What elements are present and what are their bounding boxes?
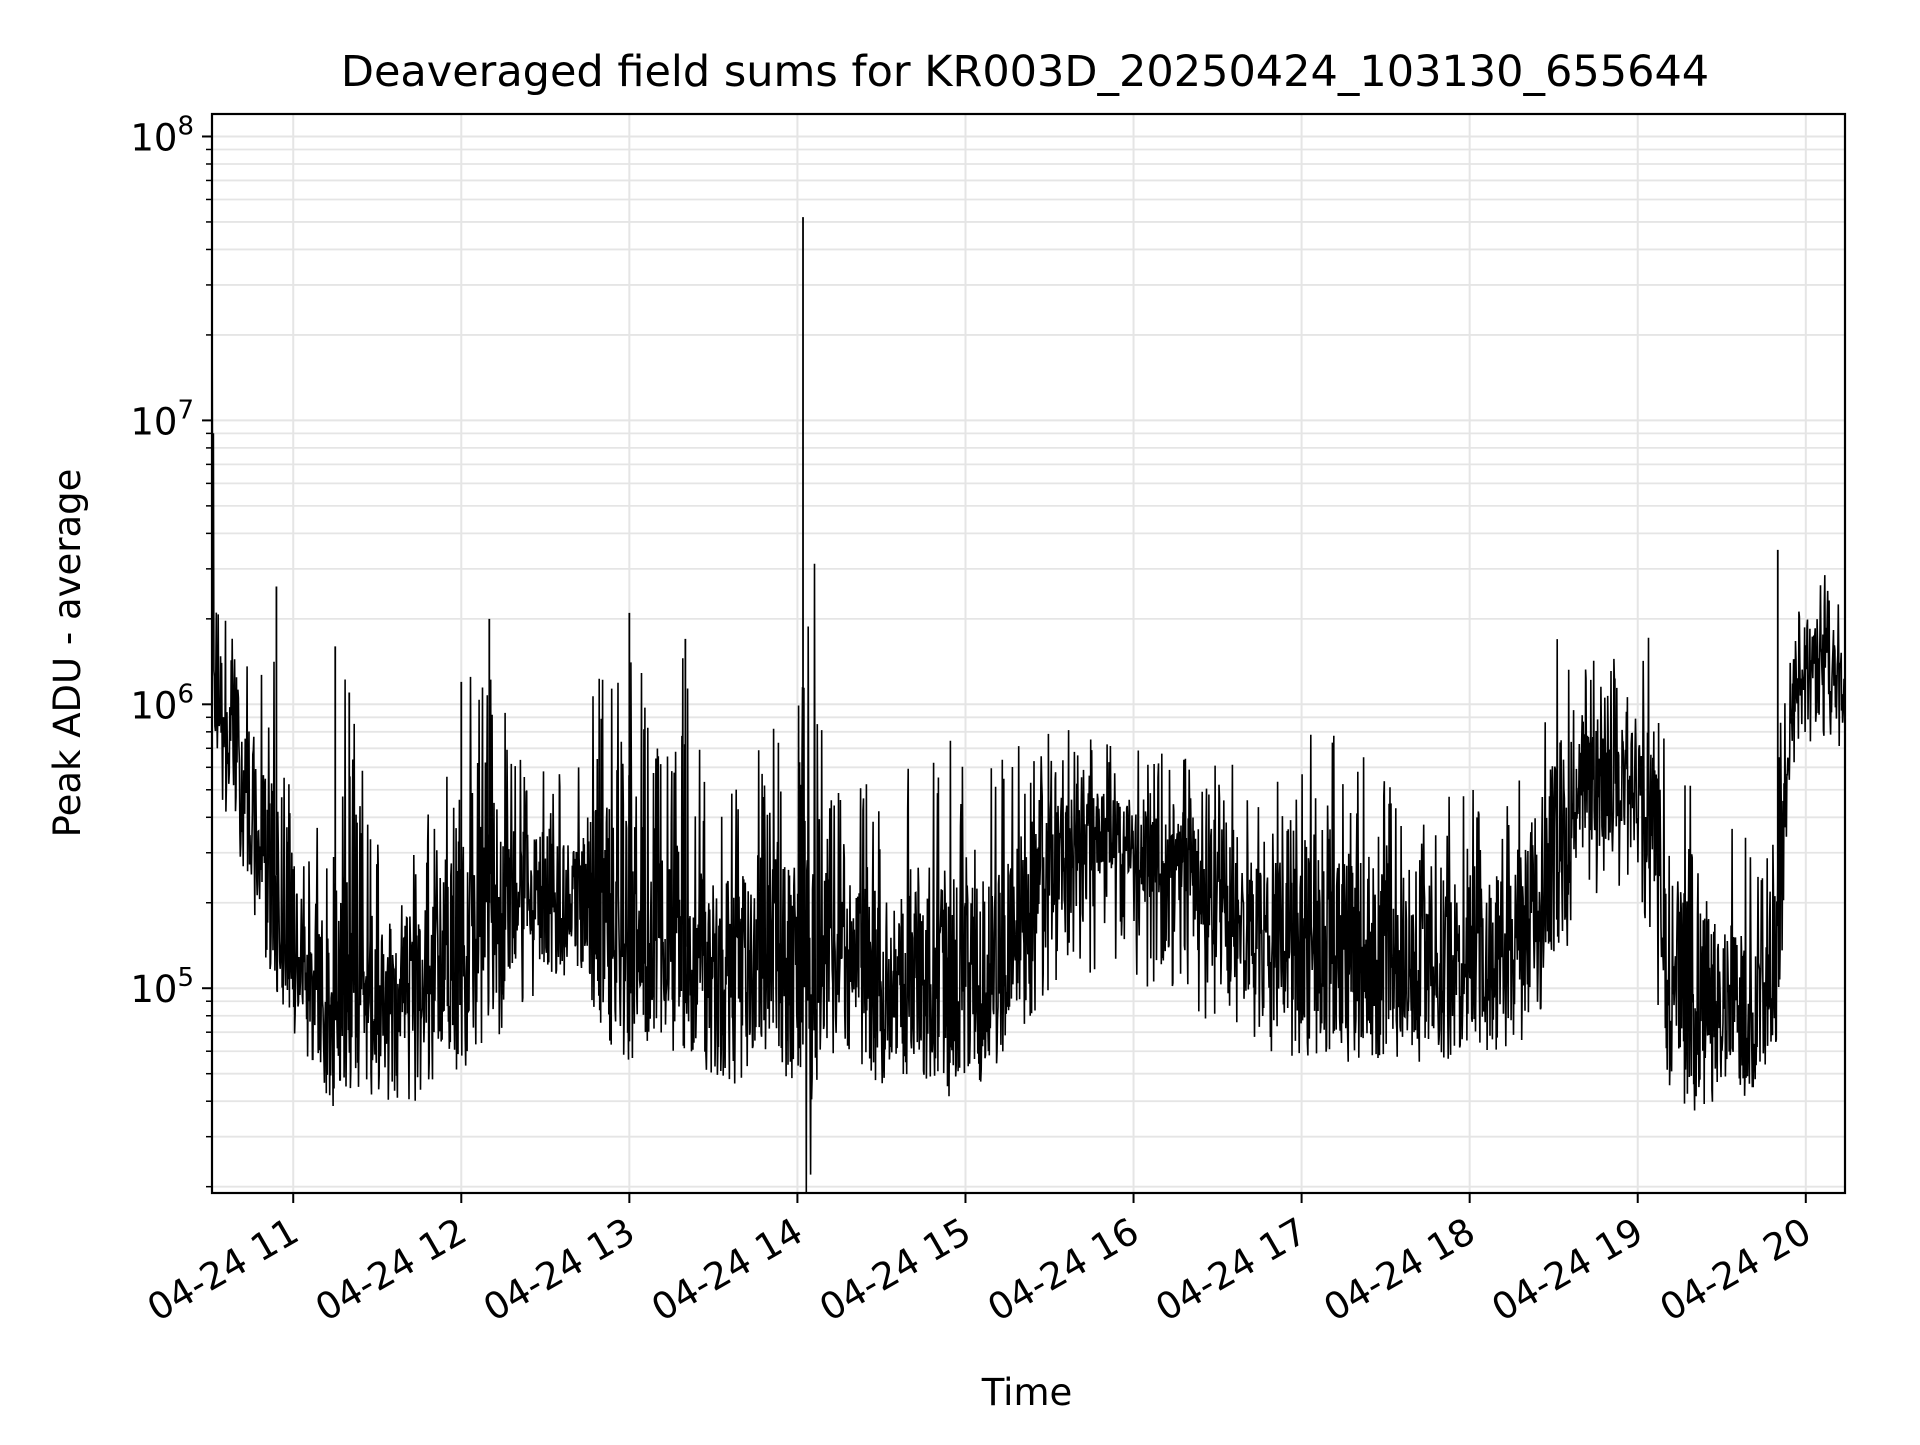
y-tick-label: 106 xyxy=(130,679,194,727)
y-axis-label: Peak ADU - average xyxy=(46,469,89,838)
y-tick-label: 105 xyxy=(130,963,194,1011)
x-axis-label: Time xyxy=(981,1371,1073,1414)
y-tick-label: 107 xyxy=(130,395,194,443)
data-layer xyxy=(212,217,1845,1193)
data-line xyxy=(212,270,1845,1193)
y-tick-label: 108 xyxy=(130,111,194,159)
plot-frame xyxy=(210,112,1847,1195)
chart-title: Deaveraged field sums for KR003D_2025042… xyxy=(341,47,1709,97)
